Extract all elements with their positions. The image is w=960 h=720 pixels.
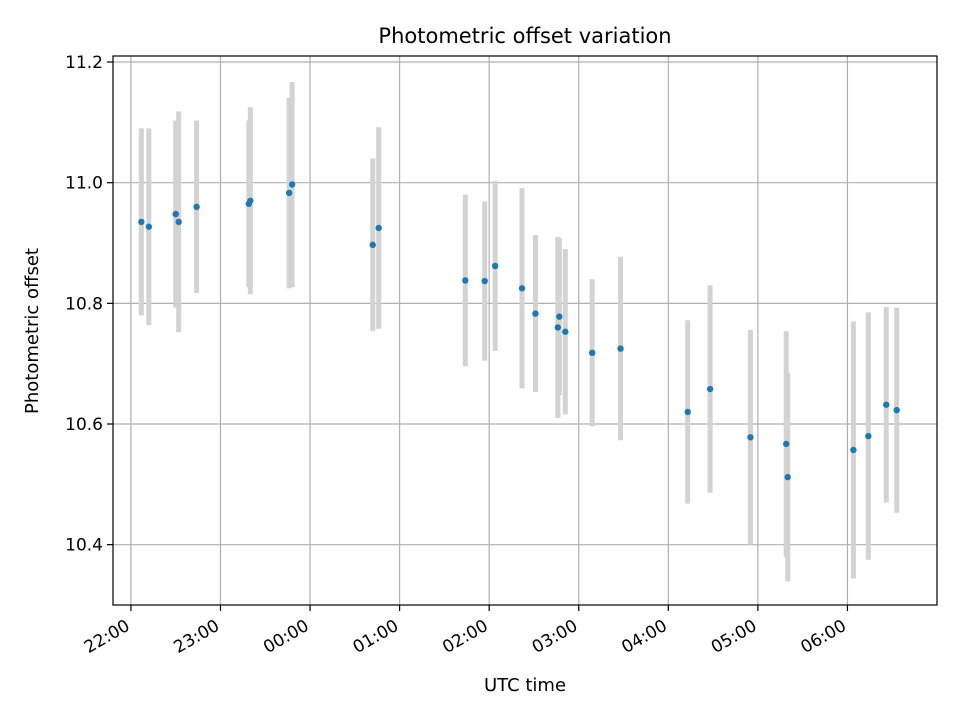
y-tick-label: 10.6 <box>65 415 103 435</box>
data-point <box>562 328 569 335</box>
x-tick-label: 06:00 <box>797 616 849 658</box>
data-point <box>369 241 376 249</box>
data-point <box>850 446 857 454</box>
x-tick-label: 05:00 <box>708 616 760 658</box>
data-point <box>588 349 596 357</box>
y-tick-label: 10.4 <box>65 536 103 556</box>
data-point <box>375 224 382 232</box>
chart-title: Photometric offset variation <box>378 24 671 48</box>
grid-layer <box>113 56 937 605</box>
data-point <box>554 324 562 331</box>
y-tick-label: 11.2 <box>65 53 103 73</box>
data-point <box>865 432 872 440</box>
data-point <box>175 218 182 226</box>
data-point <box>172 210 179 218</box>
data-point <box>893 406 900 414</box>
point-layer <box>138 181 900 481</box>
errorbar-layer <box>138 81 900 582</box>
data-point <box>784 473 791 481</box>
y-tick-label: 11.0 <box>65 174 103 194</box>
x-tick-label: 01:00 <box>350 616 402 658</box>
data-point <box>285 189 293 197</box>
data-point <box>883 401 890 408</box>
plot-frame <box>112 55 938 606</box>
data-point <box>145 223 153 230</box>
data-point <box>138 218 145 226</box>
x-tick-label: 22:00 <box>81 616 133 658</box>
y-axis-label: Photometric offset <box>22 248 43 414</box>
x-axis-label: UTC time <box>484 675 566 696</box>
data-point <box>783 440 790 448</box>
data-point <box>532 310 539 317</box>
data-point <box>684 408 691 416</box>
data-point <box>518 285 526 292</box>
data-point <box>556 313 563 320</box>
x-tick-label: 02:00 <box>439 616 491 658</box>
x-tick-label: 04:00 <box>618 616 670 658</box>
data-point <box>706 385 714 393</box>
x-tick-label: 00:00 <box>260 616 312 658</box>
x-tick-layer: 22:00 23:00 00:00 01:00 02:00 03:00 04:00 05:00… <box>81 605 850 658</box>
data-point <box>747 434 754 441</box>
data-point <box>617 345 624 352</box>
data-point <box>247 197 254 204</box>
y-tick-layer: 10.4 10.6 10.8 11.0 11.2 <box>65 53 113 556</box>
data-point <box>481 277 488 285</box>
x-tick-label: 03:00 <box>529 616 581 658</box>
x-tick-label: 23:00 <box>171 616 223 658</box>
data-point <box>491 262 499 270</box>
data-point <box>462 277 469 284</box>
y-tick-label: 10.8 <box>65 294 103 314</box>
data-point <box>193 203 200 211</box>
data-point <box>288 181 296 188</box>
